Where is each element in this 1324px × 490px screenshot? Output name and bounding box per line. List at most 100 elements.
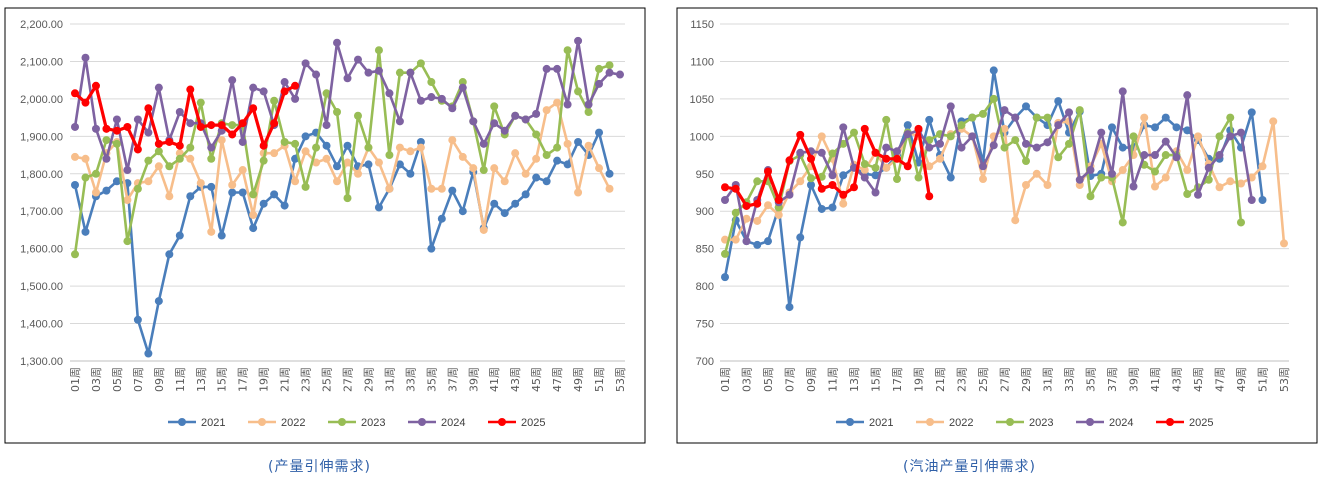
- data-point-2024: [427, 93, 436, 102]
- data-point-2024: [207, 143, 216, 152]
- data-point-2023: [542, 151, 551, 160]
- data-point-2023: [280, 137, 289, 146]
- x-tick-label: 09周: [153, 367, 166, 392]
- x-tick-label: 19周: [258, 367, 271, 392]
- data-point-2021: [817, 204, 826, 213]
- data-point-2024: [112, 115, 121, 124]
- x-tick-label: 41周: [488, 367, 501, 392]
- data-point-2021: [1258, 195, 1267, 204]
- data-point-2025: [860, 124, 869, 133]
- data-point-2022: [796, 177, 805, 186]
- data-point-2021: [416, 137, 425, 146]
- data-point-2024: [416, 96, 425, 105]
- data-point-2021: [112, 177, 121, 186]
- data-point-2023: [196, 98, 205, 107]
- data-point-2024: [374, 66, 383, 75]
- data-point-2022: [458, 152, 467, 161]
- data-point-2024: [521, 115, 530, 124]
- data-point-2025: [764, 167, 772, 176]
- x-tick-label: 15周: [870, 367, 883, 392]
- data-point-2024: [828, 171, 837, 180]
- chart-left-caption: (产量引伸需求): [268, 459, 371, 475]
- data-point-2024: [936, 139, 944, 148]
- data-point-2023: [249, 190, 258, 199]
- data-point-2025: [925, 192, 934, 201]
- data-point-2023: [207, 154, 216, 163]
- data-point-2022: [521, 169, 530, 178]
- data-point-2021: [532, 173, 541, 182]
- data-point-2025: [839, 190, 848, 199]
- y-tick-label: 750: [696, 319, 714, 331]
- data-point-2022: [71, 152, 79, 161]
- x-tick-label: 25周: [321, 367, 334, 392]
- data-point-2024: [280, 78, 289, 87]
- data-point-2023: [1237, 218, 1245, 227]
- data-point-2022: [742, 214, 751, 223]
- x-tick-label: 19周: [913, 367, 926, 392]
- data-point-2024: [1140, 151, 1149, 160]
- data-point-2025: [102, 124, 111, 133]
- data-point-2022: [416, 143, 425, 152]
- data-point-2023: [914, 173, 923, 182]
- data-point-2024: [742, 237, 751, 246]
- legend-label-2022: 2022: [949, 417, 973, 429]
- data-point-2024: [553, 64, 562, 73]
- data-point-2021: [175, 231, 184, 240]
- data-point-2025: [154, 139, 163, 148]
- x-tick-label: 11周: [174, 367, 187, 392]
- data-point-2024: [1172, 153, 1181, 162]
- data-point-2021: [871, 171, 880, 180]
- data-point-2024: [1237, 128, 1245, 137]
- chart-left-svg: 1,300.00 1,400.00 1,500.00 1,600.00 1,700.00…: [4, 7, 646, 444]
- data-point-2025: [882, 154, 891, 163]
- data-point-2024: [1161, 137, 1170, 146]
- chart-panel-right: 700 750 800 850 900 950 1000 1050 1100 1150 01周 03周…: [672, 0, 1324, 490]
- y-tick-label: 2,200.00: [20, 19, 63, 31]
- data-point-2021: [796, 233, 805, 242]
- x-tick-label: 17周: [891, 367, 904, 392]
- data-point-2021: [144, 349, 153, 358]
- data-point-2022: [186, 154, 195, 163]
- data-point-2023: [893, 175, 901, 184]
- chart-panel-left: 1,300.00 1,400.00 1,500.00 1,600.00 1,700.00…: [0, 0, 650, 490]
- x-tick-label: 17周: [237, 367, 250, 392]
- data-point-2021: [553, 156, 562, 165]
- data-point-2024: [291, 94, 300, 103]
- x-tick-label: 53周: [614, 367, 627, 392]
- data-point-2021: [753, 240, 762, 249]
- y-tick-label: 1,500.00: [20, 281, 63, 293]
- data-point-2023: [291, 139, 300, 148]
- data-point-2023: [71, 250, 79, 259]
- data-point-2022: [753, 216, 762, 225]
- data-point-2022: [1183, 166, 1192, 175]
- data-point-2022: [1280, 239, 1288, 248]
- series-line-2025: [73, 84, 296, 151]
- y-tick-label: 1,700.00: [20, 206, 63, 218]
- data-point-2025: [721, 183, 729, 192]
- data-point-2025: [785, 156, 794, 165]
- data-point-2021: [595, 128, 604, 137]
- data-point-2025: [165, 137, 174, 146]
- data-point-2022: [1194, 132, 1202, 141]
- data-point-2024: [238, 137, 247, 146]
- data-point-2022: [385, 184, 394, 193]
- data-point-2024: [123, 166, 132, 175]
- data-point-2023: [574, 87, 583, 96]
- data-point-2023: [1183, 189, 1192, 198]
- data-point-2024: [1151, 151, 1159, 160]
- data-point-2022: [925, 162, 934, 171]
- x-tick-label: 41周: [1149, 367, 1162, 392]
- data-point-2024: [490, 119, 499, 128]
- data-point-2024: [333, 38, 342, 47]
- data-point-2023: [364, 143, 373, 152]
- data-point-2021: [1183, 126, 1192, 135]
- y-tick-label: 1,900.00: [20, 131, 63, 143]
- data-point-2024: [1108, 169, 1116, 178]
- data-point-2023: [1065, 139, 1073, 148]
- data-point-2023: [374, 46, 383, 55]
- data-point-2021: [605, 169, 614, 178]
- data-point-2024: [71, 122, 79, 131]
- data-point-2025: [217, 121, 226, 130]
- x-tick-label: 39周: [467, 367, 480, 392]
- data-point-2024: [1097, 128, 1106, 137]
